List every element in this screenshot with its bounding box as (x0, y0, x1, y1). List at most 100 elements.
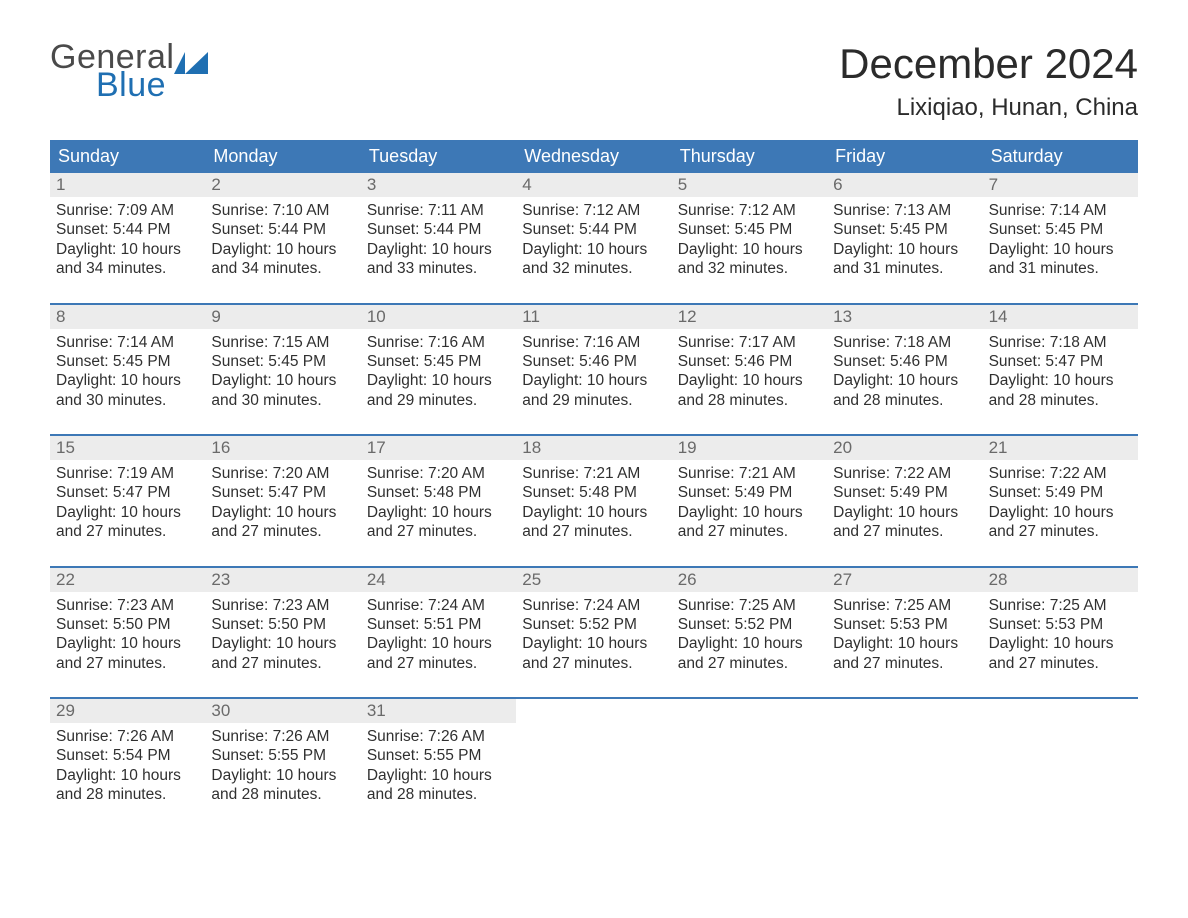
day-details: Sunrise: 7:20 AMSunset: 5:48 PMDaylight:… (361, 460, 516, 542)
daylight-line: Daylight: 10 hours and 32 minutes. (522, 240, 665, 279)
day-number: 30 (205, 699, 360, 723)
sunrise-line: Sunrise: 7:16 AM (522, 333, 665, 352)
page-header: General Blue December 2024 Lixiqiao, Hun… (50, 40, 1138, 122)
sunrise-line: Sunrise: 7:20 AM (367, 464, 510, 483)
sunrise-line: Sunrise: 7:10 AM (211, 201, 354, 220)
sunrise-line: Sunrise: 7:09 AM (56, 201, 199, 220)
day-number: 6 (827, 173, 982, 197)
daylight-line: Daylight: 10 hours and 27 minutes. (989, 503, 1132, 542)
sunset-line: Sunset: 5:50 PM (56, 615, 199, 634)
day-number: 24 (361, 568, 516, 592)
calendar-day: 9Sunrise: 7:15 AMSunset: 5:45 PMDaylight… (205, 305, 360, 429)
day-details: Sunrise: 7:23 AMSunset: 5:50 PMDaylight:… (205, 592, 360, 674)
logo-flag-icon (174, 52, 208, 74)
calendar-week: 29Sunrise: 7:26 AMSunset: 5:54 PMDayligh… (50, 697, 1138, 823)
day-number: 2 (205, 173, 360, 197)
day-number: 11 (516, 305, 671, 329)
daylight-line: Daylight: 10 hours and 27 minutes. (367, 503, 510, 542)
daylight-line: Daylight: 10 hours and 27 minutes. (56, 634, 199, 673)
daylight-line: Daylight: 10 hours and 28 minutes. (56, 766, 199, 805)
day-details: Sunrise: 7:19 AMSunset: 5:47 PMDaylight:… (50, 460, 205, 542)
calendar-day (827, 699, 982, 823)
calendar-day: 23Sunrise: 7:23 AMSunset: 5:50 PMDayligh… (205, 568, 360, 692)
sunrise-line: Sunrise: 7:18 AM (989, 333, 1132, 352)
calendar-day: 18Sunrise: 7:21 AMSunset: 5:48 PMDayligh… (516, 436, 671, 560)
daylight-line: Daylight: 10 hours and 27 minutes. (367, 634, 510, 673)
calendar-day: 27Sunrise: 7:25 AMSunset: 5:53 PMDayligh… (827, 568, 982, 692)
sunset-line: Sunset: 5:50 PM (211, 615, 354, 634)
sunrise-line: Sunrise: 7:24 AM (367, 596, 510, 615)
calendar-day (516, 699, 671, 823)
calendar-week: 15Sunrise: 7:19 AMSunset: 5:47 PMDayligh… (50, 434, 1138, 560)
calendar-day: 25Sunrise: 7:24 AMSunset: 5:52 PMDayligh… (516, 568, 671, 692)
calendar-day: 12Sunrise: 7:17 AMSunset: 5:46 PMDayligh… (672, 305, 827, 429)
calendar: Sunday Monday Tuesday Wednesday Thursday… (50, 140, 1138, 823)
calendar-day: 14Sunrise: 7:18 AMSunset: 5:47 PMDayligh… (983, 305, 1138, 429)
daylight-line: Daylight: 10 hours and 33 minutes. (367, 240, 510, 279)
day-details: Sunrise: 7:16 AMSunset: 5:46 PMDaylight:… (516, 329, 671, 411)
day-details: Sunrise: 7:26 AMSunset: 5:55 PMDaylight:… (205, 723, 360, 805)
sunset-line: Sunset: 5:54 PM (56, 746, 199, 765)
dow-wednesday: Wednesday (516, 140, 671, 173)
sunset-line: Sunset: 5:45 PM (989, 220, 1132, 239)
daylight-line: Daylight: 10 hours and 34 minutes. (56, 240, 199, 279)
sunrise-line: Sunrise: 7:18 AM (833, 333, 976, 352)
day-number: 19 (672, 436, 827, 460)
day-number: 15 (50, 436, 205, 460)
calendar-day: 21Sunrise: 7:22 AMSunset: 5:49 PMDayligh… (983, 436, 1138, 560)
sunrise-line: Sunrise: 7:22 AM (833, 464, 976, 483)
sunrise-line: Sunrise: 7:13 AM (833, 201, 976, 220)
dow-saturday: Saturday (983, 140, 1138, 173)
calendar-day: 29 Sunrise: 7:26 AMSunset: 5:54 PMDayligh… (50, 699, 205, 823)
sunset-line: Sunset: 5:47 PM (211, 483, 354, 502)
day-number: 12 (672, 305, 827, 329)
day-details: Sunrise: 7:18 AMSunset: 5:46 PMDaylight:… (827, 329, 982, 411)
sunrise-line: Sunrise: 7:16 AM (367, 333, 510, 352)
day-number: 23 (205, 568, 360, 592)
day-details: Sunrise: 7:25 AMSunset: 5:52 PMDaylight:… (672, 592, 827, 674)
sunset-line: Sunset: 5:44 PM (367, 220, 510, 239)
sunrise-line: Sunrise: 7:24 AM (522, 596, 665, 615)
sunset-line: Sunset: 5:45 PM (56, 352, 199, 371)
day-number: 10 (361, 305, 516, 329)
day-number: 18 (516, 436, 671, 460)
sunrise-line: Sunrise: 7:21 AM (678, 464, 821, 483)
sunset-line: Sunset: 5:44 PM (211, 220, 354, 239)
sunset-line: Sunset: 5:46 PM (833, 352, 976, 371)
sunset-line: Sunset: 5:47 PM (56, 483, 199, 502)
daylight-line: Daylight: 10 hours and 28 minutes. (833, 371, 976, 410)
calendar-day: 16Sunrise: 7:20 AMSunset: 5:47 PMDayligh… (205, 436, 360, 560)
calendar-day: 17Sunrise: 7:20 AMSunset: 5:48 PMDayligh… (361, 436, 516, 560)
day-number: 25 (516, 568, 671, 592)
day-number: 5 (672, 173, 827, 197)
day-details: Sunrise: 7:18 AMSunset: 5:47 PMDaylight:… (983, 329, 1138, 411)
day-details: Sunrise: 7:21 AMSunset: 5:49 PMDaylight:… (672, 460, 827, 542)
day-details: Sunrise: 7:22 AMSunset: 5:49 PMDaylight:… (827, 460, 982, 542)
daylight-line: Daylight: 10 hours and 28 minutes. (211, 766, 354, 805)
daylight-line: Daylight: 10 hours and 27 minutes. (56, 503, 199, 542)
day-number: 8 (50, 305, 205, 329)
day-number (827, 699, 982, 723)
day-details: Sunrise: 7:23 AMSunset: 5:50 PMDaylight:… (50, 592, 205, 674)
day-details: Sunrise: 7:13 AMSunset: 5:45 PMDaylight:… (827, 197, 982, 279)
calendar-day: 5Sunrise: 7:12 AMSunset: 5:45 PMDaylight… (672, 173, 827, 297)
sunset-line: Sunset: 5:46 PM (678, 352, 821, 371)
daylight-line: Daylight: 10 hours and 27 minutes. (833, 634, 976, 673)
daylight-line: Daylight: 10 hours and 27 minutes. (522, 503, 665, 542)
sunrise-line: Sunrise: 7:26 AM (56, 727, 199, 746)
day-number (516, 699, 671, 723)
day-details: Sunrise: 7:12 AMSunset: 5:45 PMDaylight:… (672, 197, 827, 279)
day-number (983, 699, 1138, 723)
daylight-line: Daylight: 10 hours and 27 minutes. (211, 503, 354, 542)
month-title: December 2024 (839, 40, 1138, 88)
calendar-day: 4Sunrise: 7:12 AMSunset: 5:44 PMDaylight… (516, 173, 671, 297)
calendar-day: 8Sunrise: 7:14 AMSunset: 5:45 PMDaylight… (50, 305, 205, 429)
day-details: Sunrise: 7:11 AMSunset: 5:44 PMDaylight:… (361, 197, 516, 279)
calendar-day: 20Sunrise: 7:22 AMSunset: 5:49 PMDayligh… (827, 436, 982, 560)
sunset-line: Sunset: 5:51 PM (367, 615, 510, 634)
day-number: 27 (827, 568, 982, 592)
calendar-week: 22Sunrise: 7:23 AMSunset: 5:50 PMDayligh… (50, 566, 1138, 692)
daylight-line: Daylight: 10 hours and 27 minutes. (211, 634, 354, 673)
day-number: 29 (50, 699, 205, 723)
daylight-line: Daylight: 10 hours and 27 minutes. (678, 503, 821, 542)
